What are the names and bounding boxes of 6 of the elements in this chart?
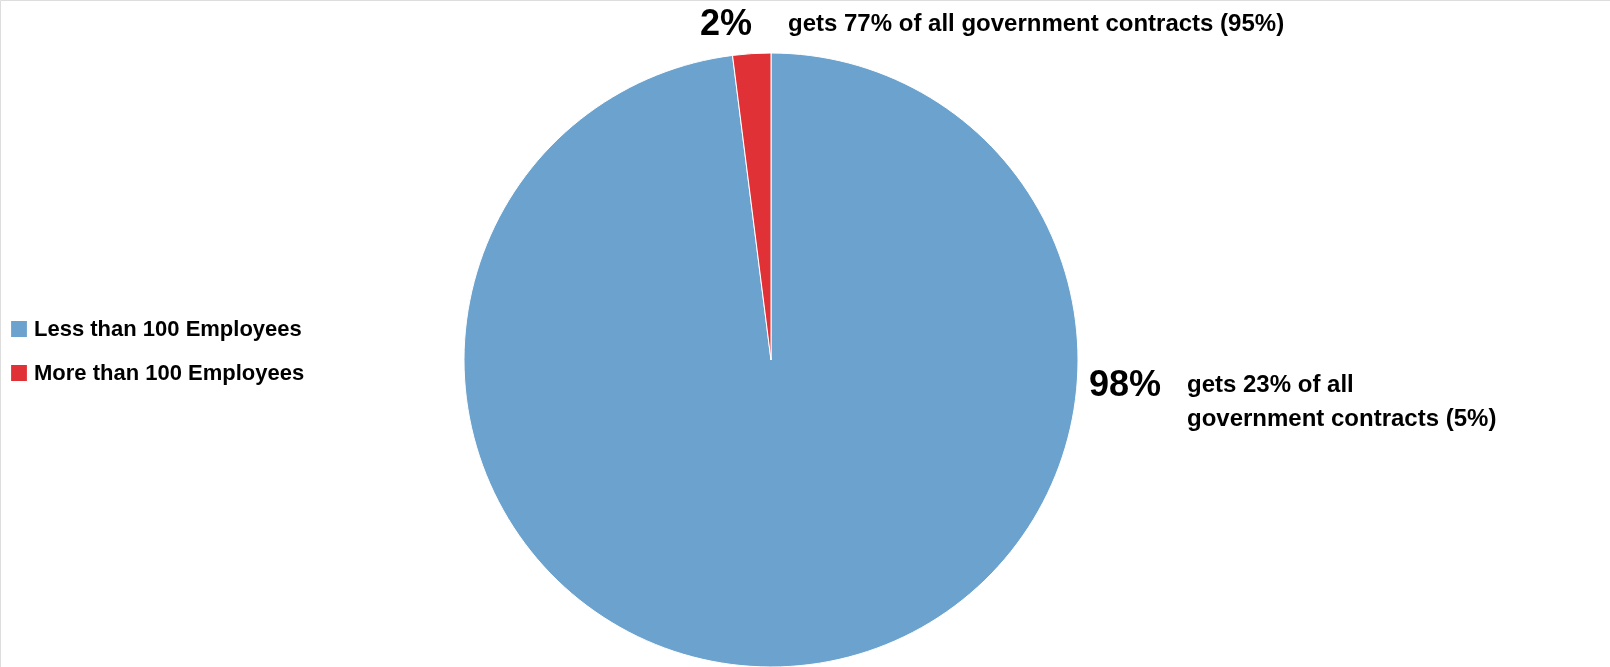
text: gets 23% of all government contracts (5%) (1187, 370, 1497, 431)
legend-label: More than 100 Employees (34, 360, 305, 385)
data-label: 98% (1088, 363, 1162, 404)
data-label: 2% (699, 2, 753, 43)
text: gets 77% of all government contracts (95%) (788, 9, 1285, 36)
legend-label: Less than 100 Employees (34, 316, 302, 341)
